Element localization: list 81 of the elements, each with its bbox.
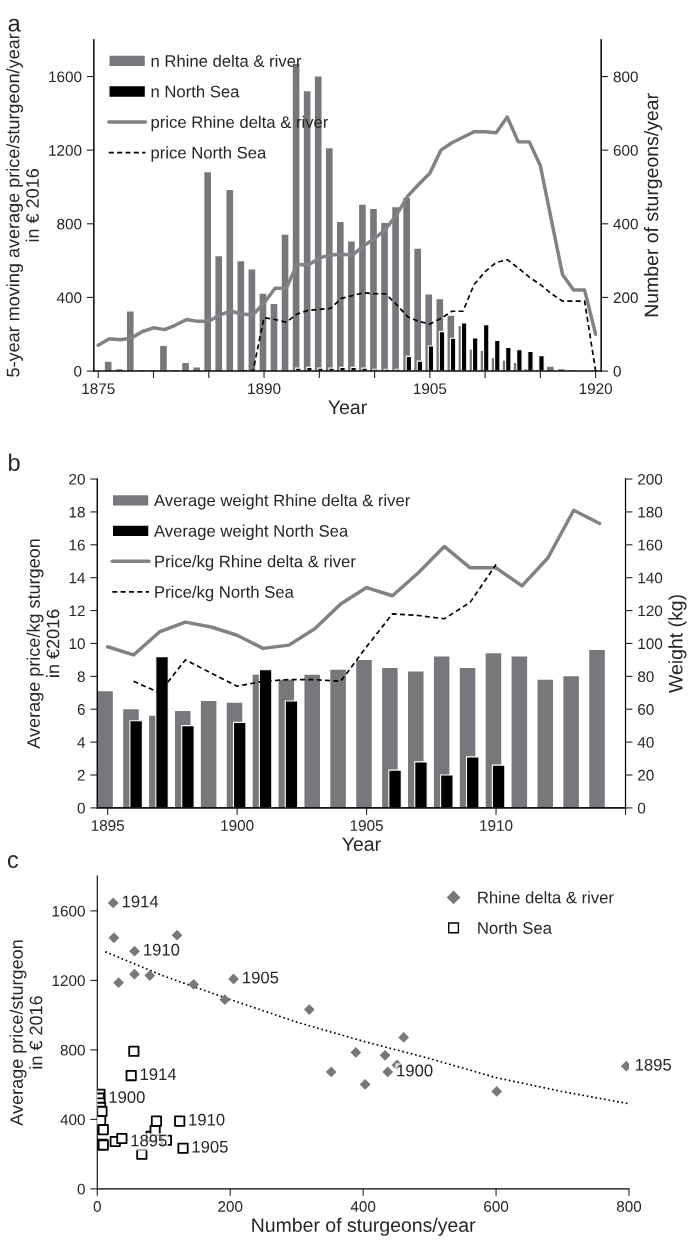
annotation: 1910	[189, 1113, 225, 1126]
legend-label: price North Sea	[151, 146, 267, 162]
y2-tick-label: 140	[638, 572, 663, 584]
y2-tick-label: 200	[638, 473, 663, 485]
legend-label: n Rhine delta & river	[151, 54, 302, 67]
chart-title: c	[7, 855, 19, 869]
y-tick-label: 800	[60, 1044, 85, 1056]
y-axis-title: Average price/kg sturgeon in €2016	[26, 539, 60, 749]
legend-label: Price/kg Rhine delta & river	[155, 555, 356, 571]
annotation: 1914	[140, 1068, 177, 1081]
y2-tick-label: 100	[638, 638, 663, 650]
y2-tick-label: 120	[638, 605, 663, 617]
legend-label: Average weight North Sea	[154, 524, 349, 541]
x-tick-label: 1905	[414, 383, 447, 395]
y-tick-label: 2	[77, 769, 85, 781]
annotation: 1900	[109, 1091, 145, 1104]
y2-tick-label: 40	[637, 736, 654, 748]
y-tick-label: 12	[69, 605, 85, 617]
y2-tick-label: 800	[613, 71, 638, 83]
x-tick-label: 1890	[248, 383, 281, 395]
x-tick-label: 0	[93, 1201, 101, 1212]
y-axis-title: 5-year moving average price/sturgeon/year in € 2016	[6, 33, 39, 377]
x-axis-title: Year	[342, 837, 381, 851]
y-tick-label: 1200	[49, 145, 82, 156]
annotation: 1900	[397, 1064, 433, 1077]
x-tick-label: 400	[350, 1201, 376, 1212]
y-tick-label: 1200	[52, 975, 85, 987]
y-tick-label: 0	[77, 1183, 85, 1195]
x-tick-label: 1895	[91, 820, 125, 831]
legend-label: n North Sea	[151, 85, 240, 98]
y-tick-label: 8	[77, 671, 85, 683]
x-tick-label: 200	[218, 1201, 243, 1212]
y-tick-label: 4	[77, 737, 86, 748]
x-tick-label: 1905	[350, 820, 383, 831]
y-tick-label: 800	[57, 218, 82, 230]
y2-tick-label: 200	[613, 292, 638, 304]
y2-tick-label: 0	[613, 365, 621, 377]
legend-label: Rhine delta & river	[478, 891, 614, 904]
x-tick-label: 800	[616, 1201, 642, 1212]
y2-tick-label: 400	[613, 218, 638, 230]
annotation: 1910	[144, 943, 180, 956]
y-tick-label: 1600	[52, 905, 85, 917]
y-tick-label: 18	[69, 506, 85, 518]
y-axis-title: Average price/sturgeon in € 2016	[9, 940, 43, 1126]
y-tick-label: 0	[74, 365, 82, 377]
x-tick-label: 1920	[579, 383, 613, 395]
annotation: 1895	[131, 1134, 167, 1147]
x-tick-label: 600	[484, 1201, 509, 1212]
y2-tick-label: 600	[613, 145, 638, 156]
y-tick-label: 16	[69, 539, 85, 551]
y-tick-label: 14	[69, 572, 86, 584]
y-tick-label: 10	[69, 638, 85, 650]
annotation: 1905	[243, 971, 279, 984]
x-tick-label: 1900	[221, 820, 254, 831]
y-tick-label: 400	[60, 1114, 85, 1126]
y-tick-label: 400	[56, 292, 82, 304]
y-tick-label: 20	[69, 473, 85, 485]
annotation: 1914	[122, 895, 159, 908]
y2-tick-label: 20	[638, 769, 654, 781]
y2-axis-title: Weight (kg)	[668, 595, 687, 693]
chart-title: b	[9, 453, 20, 471]
y-tick-label: 6	[77, 704, 85, 715]
legend-label: Average weight Rhine delta & river	[154, 494, 411, 510]
x-tick-label: 1910	[480, 820, 513, 831]
y2-tick-label: 60	[638, 704, 654, 715]
legend-label: price Rhine delta & river	[151, 115, 329, 132]
y2-tick-label: 0	[637, 802, 646, 814]
legend-label: North Sea	[478, 921, 552, 934]
annotation: 1905	[192, 1140, 228, 1153]
x-axis-title: Number of sturgeons/year	[252, 1217, 476, 1236]
y2-tick-label: 180	[638, 506, 663, 518]
x-axis-title: Year	[328, 400, 367, 415]
y2-tick-label: 160	[638, 539, 663, 551]
y2-tick-label: 80	[637, 671, 654, 683]
x-tick-label: 1875	[82, 383, 115, 395]
y-tick-label: 0	[77, 802, 85, 814]
legend-label: Price/kg North Sea	[155, 585, 294, 602]
chart-title: a	[8, 18, 21, 32]
y-tick-label: 1600	[49, 71, 82, 83]
y2-axis-title: Number of sturgeons/year	[644, 93, 663, 317]
annotation: 1895	[635, 1058, 672, 1071]
